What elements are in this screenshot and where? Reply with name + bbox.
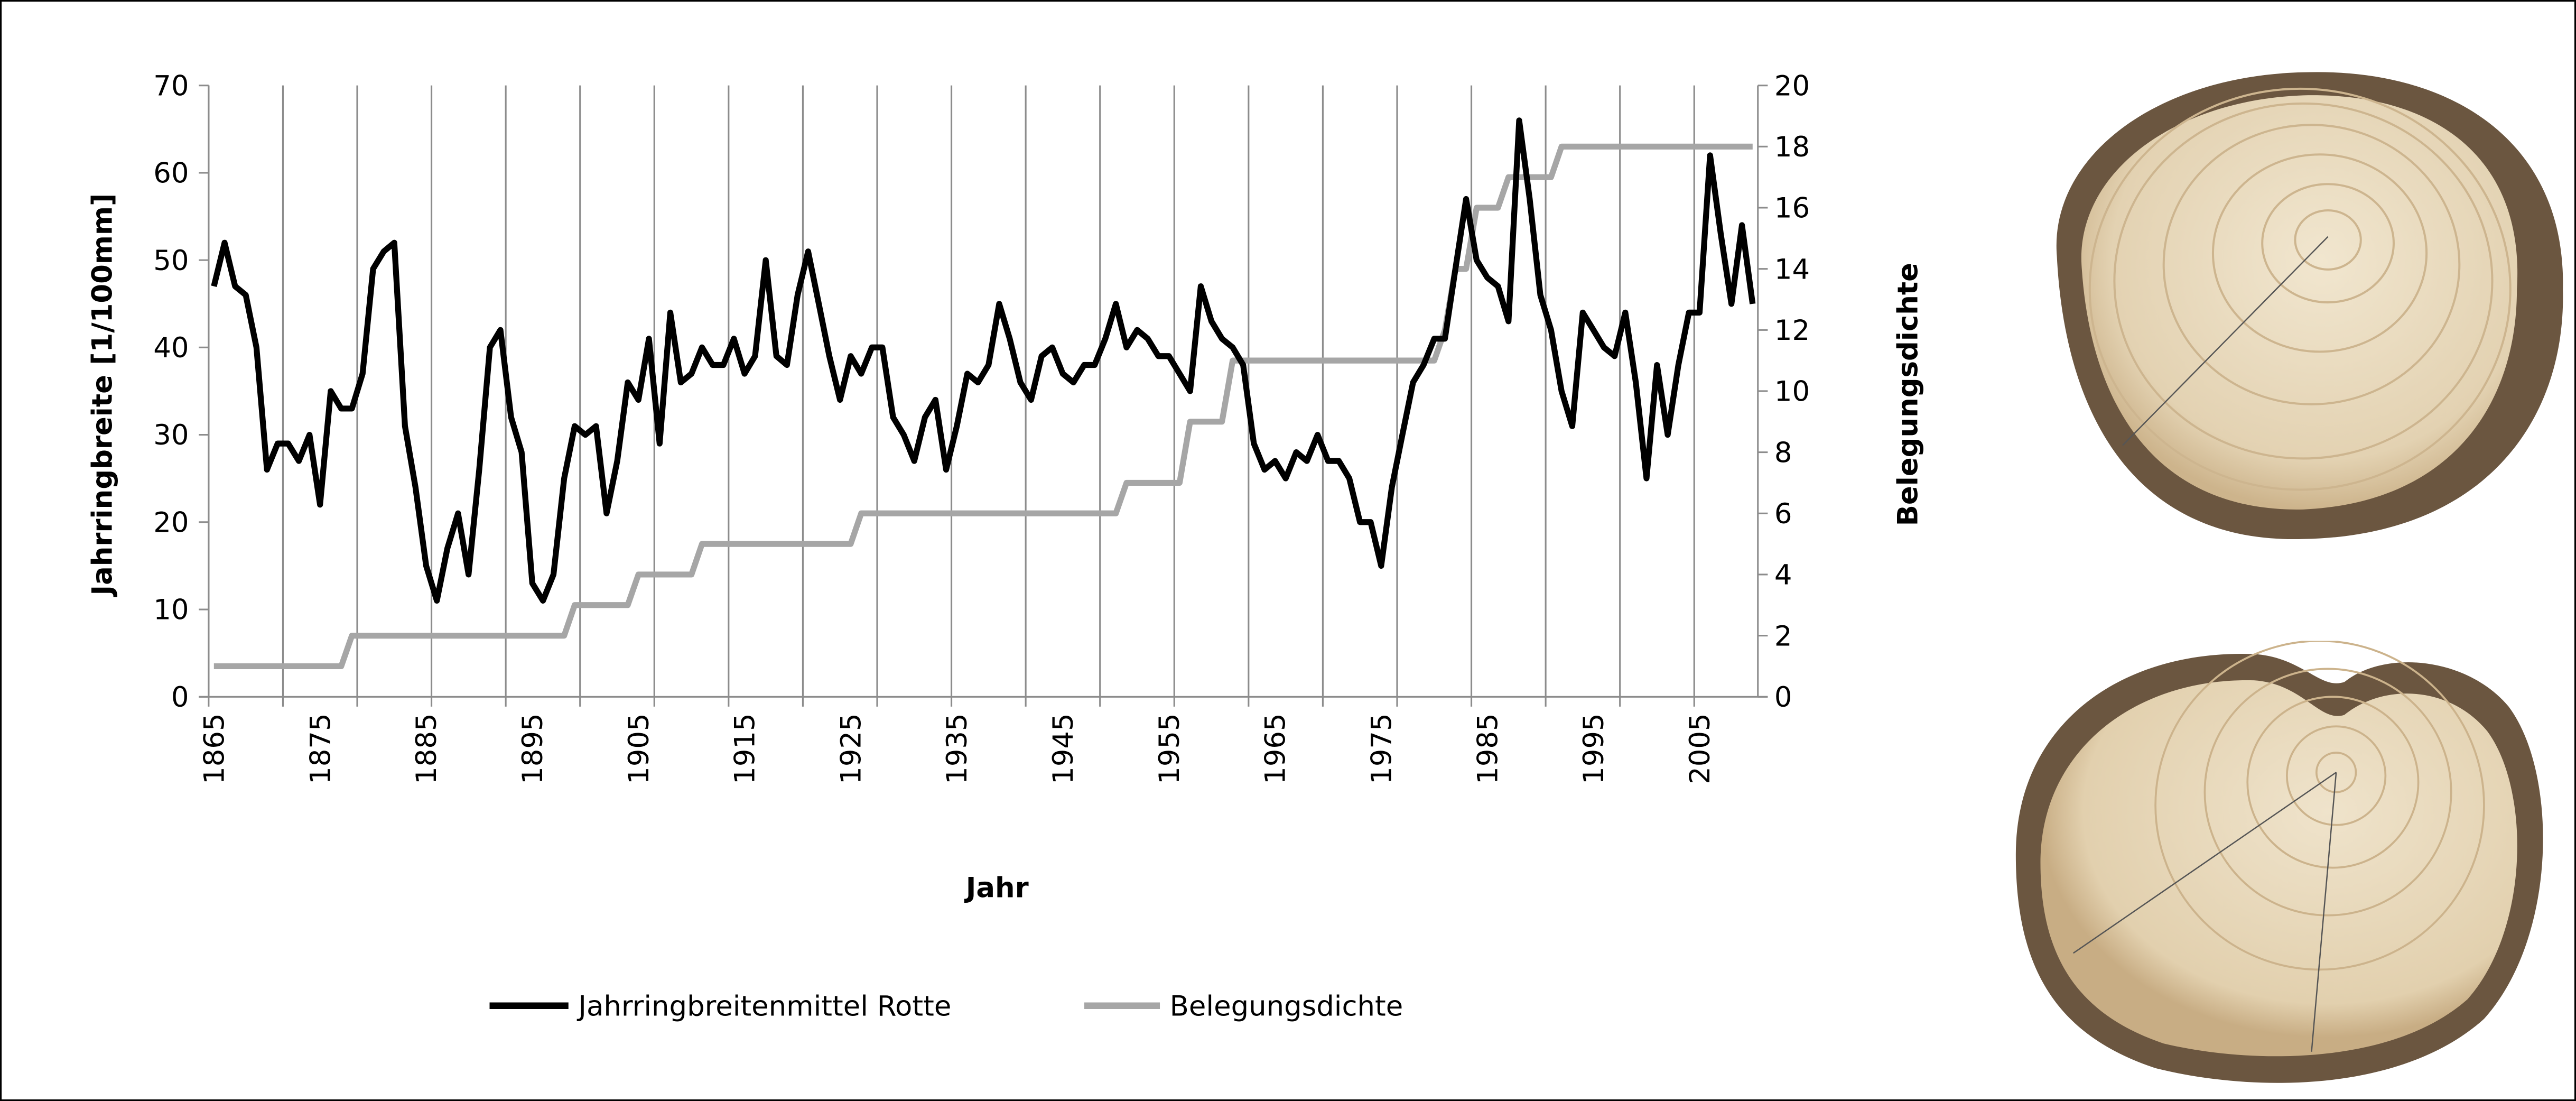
x-tick-label: 1895 [517, 713, 549, 784]
y2-tick-label: 20 [1774, 70, 1810, 102]
x-tick-label: 1935 [941, 713, 973, 784]
series-line-density [213, 143, 1753, 670]
x-tick-label: 2005 [1684, 713, 1716, 784]
y2-tick-label: 18 [1774, 131, 1810, 163]
x-tick-label: 1985 [1472, 713, 1504, 784]
gridlines [208, 85, 1695, 707]
x-tick-label: 1965 [1260, 713, 1292, 784]
y-axis-label: Jahrringbreite [1/100mm] [86, 193, 118, 597]
x-tick-label: 1885 [411, 713, 443, 784]
x-tick-label: 1925 [835, 713, 867, 784]
y2-tick-label: 8 [1774, 437, 1792, 469]
x-axis-label: Jahr [964, 872, 1029, 904]
y-tick-label: 0 [171, 681, 189, 714]
legend-label-ring-width: Jahrringbreitenmittel Rotte [576, 990, 951, 1022]
y-tick-label: 30 [153, 419, 189, 451]
x-tick-label: 1995 [1578, 713, 1610, 784]
y-tick-label: 60 [153, 158, 189, 190]
y2-tick-label: 4 [1774, 559, 1792, 591]
y2-axis-label: Belegungsdichte [1892, 263, 1924, 526]
y2-tick-label: 0 [1774, 681, 1792, 714]
x-tick-label: 1915 [729, 713, 761, 784]
axes: 0 10 20 30 40 50 60 70 0 2 4 6 8 10 12 14 16 18 20 1865 1875… [153, 70, 1810, 784]
y-tick-label: 20 [153, 506, 189, 539]
y-tick-label: 10 [153, 594, 189, 626]
y2-tick-label: 10 [1774, 376, 1810, 408]
y2-tick-label: 2 [1774, 620, 1792, 652]
y2-tick-label: 6 [1774, 498, 1792, 530]
x-tick-label: 1945 [1047, 713, 1080, 784]
tree-disc-photo-top [2056, 72, 2563, 540]
series-line-ring-width [211, 117, 1756, 604]
y-tick-label: 40 [153, 332, 189, 364]
x-tick-label: 1865 [199, 713, 231, 784]
x-tick-label: 1955 [1154, 713, 1186, 784]
x-tick-label: 1905 [623, 713, 655, 784]
legend: Jahrringbreitenmittel Rotte Belegungsdic… [489, 990, 1403, 1022]
x-tick-label: 1875 [304, 713, 337, 784]
y2-tick-label: 14 [1774, 253, 1810, 285]
y-tick-label: 50 [153, 245, 189, 277]
y2-tick-label: 16 [1774, 192, 1810, 225]
chart: 0 10 20 30 40 50 60 70 0 2 4 6 8 10 12 14 16 18 20 1865 1875… [86, 70, 1924, 1022]
tree-disc-photo-bottom [2015, 641, 2543, 1083]
x-tick-label: 1975 [1366, 713, 1398, 784]
y2-tick-label: 12 [1774, 314, 1810, 347]
y-tick-label: 70 [153, 70, 189, 102]
legend-label-density: Belegungsdichte [1170, 990, 1403, 1022]
series-lines [211, 117, 1756, 670]
